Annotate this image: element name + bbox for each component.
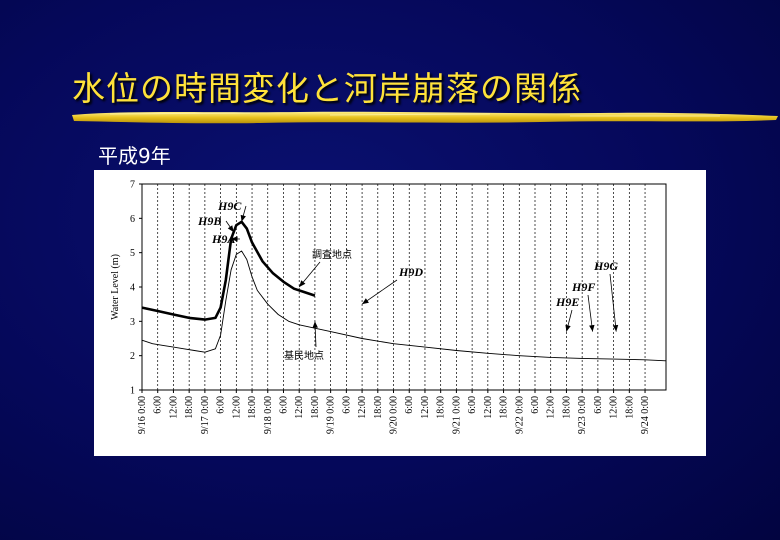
y-tick-label: 6: [130, 214, 135, 225]
annotation-arrowhead: [589, 324, 595, 332]
annotation-arrowhead: [240, 214, 246, 222]
annotation-arrowhead: [231, 236, 238, 242]
x-tick-label: 9/20 0:00: [389, 396, 400, 434]
y-tick-label: 5: [130, 248, 135, 259]
annotation-label: 基民地点: [284, 349, 324, 362]
y-tick-label: 4: [130, 283, 135, 294]
x-tick-label: 9/22 0:00: [514, 396, 525, 434]
x-tick-label: 12:00: [168, 396, 179, 419]
x-tick-label: 18:00: [373, 396, 384, 419]
x-tick-label: 6:00: [467, 396, 478, 414]
title-underline-brush: [72, 111, 778, 124]
x-tick-label: 12:00: [546, 396, 557, 419]
x-tick-label: 12:00: [483, 396, 494, 419]
annotation-arrow: [361, 279, 398, 305]
x-tick-label: 12:00: [609, 396, 620, 419]
annotation-label: 調査地点: [312, 248, 352, 261]
annotation-label: H9G: [593, 259, 618, 273]
series-line: [141, 220, 316, 321]
annotation-label: H9B: [197, 214, 221, 228]
annotation-arrowhead: [362, 298, 369, 305]
annotation-label: H9D: [398, 265, 423, 279]
annotation-arrowhead: [227, 225, 234, 233]
slide-title: 水位の時間変化と河岸崩落の関係: [72, 69, 582, 108]
annotation-label: H9E: [555, 295, 579, 309]
x-tick-label: 18:00: [247, 396, 258, 419]
x-tick-label: 6:00: [530, 396, 541, 414]
x-tick-label: 12:00: [420, 396, 431, 419]
x-tick-label: 18:00: [184, 396, 195, 419]
x-tick-label: 6:00: [593, 396, 604, 414]
x-tick-label: 6:00: [278, 396, 289, 414]
x-tick-label: 9/21 0:00: [451, 396, 462, 434]
x-tick-label: 18:00: [624, 396, 635, 419]
y-tick-label: 7: [130, 180, 135, 191]
annotation-arrowhead: [312, 321, 318, 328]
x-tick-label: 12:00: [231, 396, 242, 419]
x-tick-label: 9/23 0:00: [577, 396, 588, 434]
chart-svg: 9/16 0:00 6:00 12:00 18:00 9/17 0:00 6:00 12:0…: [110, 180, 667, 434]
x-tick-label: 9/16 0:00: [137, 396, 148, 434]
annotation-label: H9A: [211, 232, 235, 246]
annotation-arrow: [609, 273, 617, 332]
y-axis-label: Water Level (m): [110, 254, 121, 320]
series-line: [141, 250, 667, 362]
annotation-arrowhead: [565, 324, 571, 332]
y-tick-label: 2: [130, 351, 135, 362]
x-tick-label: 9/18 0:00: [263, 396, 274, 434]
x-tick-label: 9/24 0:00: [640, 396, 651, 434]
x-tick-label: 18:00: [499, 396, 510, 419]
x-tick-label: 6:00: [216, 396, 227, 414]
x-tick-label: 6:00: [153, 396, 164, 414]
x-tick-label: 6:00: [341, 396, 352, 414]
x-tick-label: 12:00: [357, 396, 368, 419]
x-tick-label: 18:00: [436, 396, 447, 419]
x-tick-label: 18:00: [561, 396, 572, 419]
x-tick-label: 18:00: [310, 396, 321, 419]
y-tick-label: 1: [130, 386, 135, 397]
x-tick-label: 6:00: [404, 396, 415, 414]
year-label: 平成9年: [98, 144, 171, 168]
x-tick-label: 9/17 0:00: [200, 396, 211, 434]
annotation-label: H9C: [217, 199, 242, 213]
annotation-label: H9F: [571, 280, 595, 294]
annotation-arrowhead: [299, 280, 306, 287]
y-tick-label: 3: [130, 317, 135, 328]
annotation-arrowhead: [612, 324, 619, 332]
x-tick-label: 12:00: [294, 396, 305, 419]
water-level-chart: 9/16 0:00 6:00 12:00 18:00 9/17 0:00 6:00 12:0…: [94, 170, 706, 456]
x-tick-label: 9/19 0:00: [326, 396, 337, 434]
